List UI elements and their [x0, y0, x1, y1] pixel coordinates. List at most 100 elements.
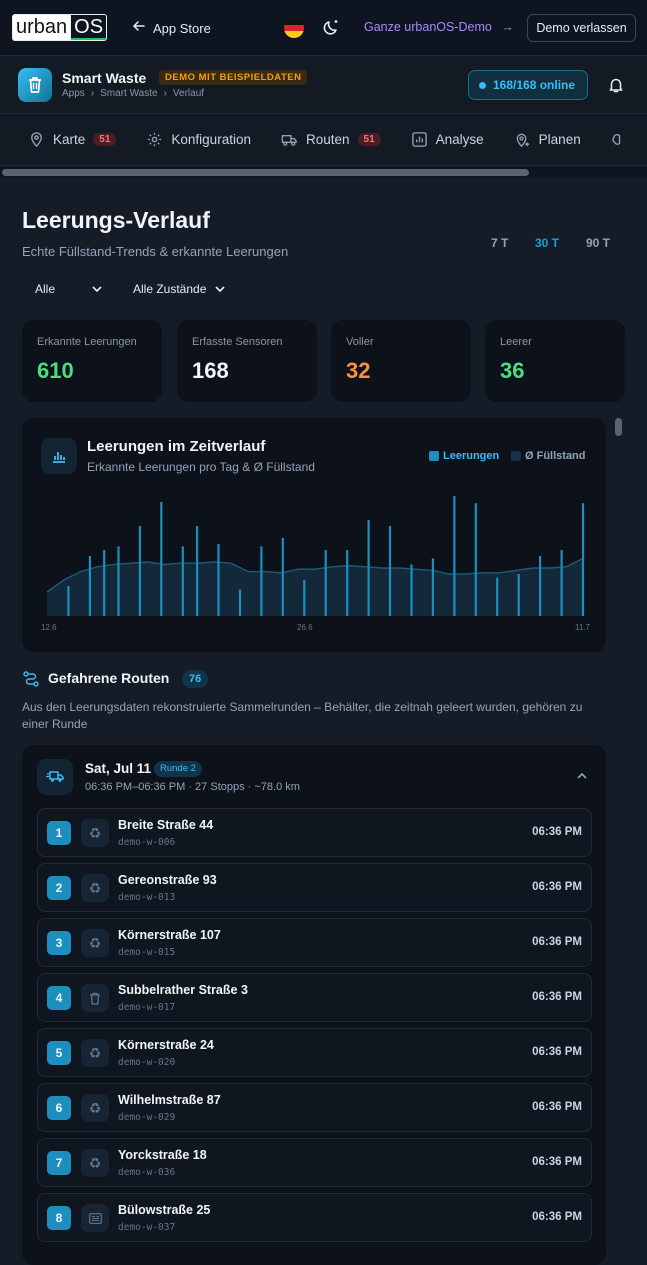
emptyings-bar[interactable] — [238, 589, 242, 616]
leave-demo-button[interactable]: Demo verlassen — [527, 14, 636, 42]
emptyings-bar[interactable] — [496, 577, 499, 616]
tab-konfiguration-label: Konfiguration — [171, 132, 251, 147]
kpi-card-sensors: Erfasste Sensoren 168 — [177, 320, 317, 402]
brain-icon — [612, 134, 620, 145]
emptyings-bar[interactable] — [431, 558, 434, 616]
emptyings-bar[interactable] — [281, 538, 284, 616]
stop-address: Subbelrather Straße 3 — [118, 983, 248, 997]
legend-fill-level[interactable]: Ø Füllstand — [511, 450, 586, 462]
scrollbar-thumb[interactable] — [615, 418, 622, 436]
range-7-days[interactable]: 7 T — [491, 236, 509, 250]
emptyings-bar[interactable] — [160, 502, 163, 616]
scrollbar-thumb[interactable] — [2, 169, 529, 176]
emptyings-bar[interactable] — [474, 503, 477, 616]
stop-address: Wilhelmstraße 87 — [118, 1093, 221, 1107]
route-stop[interactable]: 1 ♻ Breite Straße 44 demo-w-006 06:36 PM — [37, 808, 592, 857]
type-filter-select[interactable]: Alle — [35, 282, 103, 296]
range-90-days[interactable]: 90 T — [586, 236, 611, 250]
chart-title: Leerungen im Zeitverlauf — [87, 438, 266, 455]
demo-badge: DEMO MIT BEISPIELDATEN — [159, 70, 308, 85]
route-stop[interactable]: 3 ♻ Körnerstraße 107 demo-w-015 06:36 PM — [37, 918, 592, 967]
emptyings-bar[interactable] — [560, 550, 563, 616]
emptyings-chart: 12.6 26.6 11.7 — [41, 496, 591, 632]
route-card: Sat, Jul 11 Runde 2 06:36 PM–06:36 PM · … — [22, 745, 606, 1265]
flag-de-icon[interactable] — [284, 18, 304, 38]
stop-time: 06:36 PM — [532, 1211, 582, 1223]
app-store-link[interactable]: App Store — [132, 19, 211, 37]
routes-description: Aus den Leerungsdaten rekonstruierte Sam… — [22, 700, 583, 731]
stop-container-id: demo-w-013 — [118, 892, 176, 903]
tab-routen[interactable]: Routen 51 — [281, 131, 381, 148]
recycle-icon: ♻ — [81, 1039, 109, 1067]
state-filter-select[interactable]: Alle Zustände — [133, 282, 226, 296]
emptyings-bar[interactable] — [517, 574, 520, 616]
stop-time: 06:36 PM — [532, 881, 582, 893]
emptyings-bar[interactable] — [324, 550, 327, 616]
tab-more[interactable] — [611, 131, 628, 148]
route-stop[interactable]: 4 Subbelrather Straße 3 demo-w-017 06:36… — [37, 973, 592, 1022]
stop-time: 06:36 PM — [532, 991, 582, 1003]
kpi-card-emptyings: Erkannte Leerungen 610 — [22, 320, 162, 402]
emptyings-bar[interactable] — [346, 550, 349, 616]
kpi-value: 32 — [346, 358, 371, 383]
emptyings-bar[interactable] — [367, 520, 370, 616]
legend-emptyings[interactable]: Leerungen — [429, 450, 499, 462]
emptyings-bar[interactable] — [303, 580, 306, 616]
state-filter-value: Alle Zustände — [133, 282, 207, 296]
breadcrumb-apps[interactable]: Apps — [62, 88, 85, 99]
bar-chart-icon — [41, 438, 77, 474]
truck-icon — [281, 135, 297, 146]
emptyings-bar[interactable] — [581, 503, 585, 616]
urbanos-logo[interactable]: urban OS — [12, 14, 108, 41]
online-dot-icon — [479, 81, 486, 89]
emptyings-bar[interactable] — [539, 556, 542, 616]
tab-karte[interactable]: Karte 51 — [28, 131, 117, 148]
tab-bar: Karte 51 Konfiguration Routen 51 Analyse… — [0, 114, 647, 166]
emptyings-bar[interactable] — [181, 546, 184, 616]
chevron-right-icon: › — [90, 88, 95, 99]
emptyings-bar[interactable] — [103, 550, 106, 616]
tab-konfiguration[interactable]: Konfiguration — [146, 131, 251, 148]
stop-container-id: demo-w-029 — [118, 1112, 176, 1123]
route-stop[interactable]: 6 ♻ Wilhelmstraße 87 demo-w-029 06:36 PM — [37, 1083, 592, 1132]
stop-address: Gereonstraße 93 — [118, 873, 217, 887]
emptyings-bar[interactable] — [260, 546, 263, 616]
stop-number: 2 — [47, 876, 71, 900]
stop-time: 06:36 PM — [532, 1101, 582, 1113]
online-status-badge[interactable]: 168/168 online — [468, 70, 588, 100]
page-title: Leerungs-Verlauf — [22, 207, 210, 233]
emptyings-bar[interactable] — [410, 564, 413, 616]
horizontal-scrollbar[interactable] — [0, 166, 647, 178]
emptyings-bar[interactable] — [388, 526, 392, 616]
tab-planen[interactable]: Planen — [514, 131, 581, 148]
tab-analyse[interactable]: Analyse — [411, 131, 484, 148]
vertical-scrollbar[interactable] — [612, 418, 624, 1246]
chevron-up-icon[interactable] — [575, 769, 589, 783]
fill-level-area — [47, 558, 583, 616]
breadcrumb-smart-waste[interactable]: Smart Waste — [100, 88, 158, 99]
online-status-label: 168/168 online — [493, 78, 576, 92]
emptyings-bar[interactable] — [138, 526, 141, 616]
stop-container-id: demo-w-020 — [118, 1057, 176, 1068]
bell-icon[interactable] — [607, 76, 625, 94]
emptyings-bar[interactable] — [117, 546, 120, 616]
emptyings-bar[interactable] — [196, 526, 199, 616]
emptyings-bar[interactable] — [453, 496, 456, 616]
route-stop[interactable]: 5 ♻ Körnerstraße 24 demo-w-020 06:36 PM — [37, 1028, 592, 1077]
range-30-days[interactable]: 30 T — [535, 236, 560, 250]
route-stop[interactable]: 2 ♻ Gereonstraße 93 demo-w-013 06:36 PM — [37, 863, 592, 912]
tab-planen-label: Planen — [538, 132, 581, 147]
stop-address: Körnerstraße 24 — [118, 1038, 214, 1052]
emptyings-bar[interactable] — [67, 586, 70, 616]
emptyings-bar[interactable] — [217, 544, 220, 616]
route-stop[interactable]: 8 Bülowstraße 25 demo-w-037 06:36 PM — [37, 1193, 592, 1242]
emptyings-chart-card: Leerungen im Zeitverlauf Erkannte Leerun… — [22, 418, 606, 652]
route-stop[interactable]: 7 ♻ Yorckstraße 18 demo-w-036 06:36 PM — [37, 1138, 592, 1187]
trash-icon — [18, 68, 52, 102]
breadcrumb-current: Verlauf — [172, 88, 205, 99]
logo-text-right: OS — [70, 15, 107, 40]
truck-fast-icon — [37, 759, 73, 795]
full-demo-link[interactable]: Ganze urbanOS-Demo → — [364, 20, 514, 34]
moon-icon[interactable] — [322, 17, 342, 37]
emptyings-bar[interactable] — [88, 556, 91, 616]
